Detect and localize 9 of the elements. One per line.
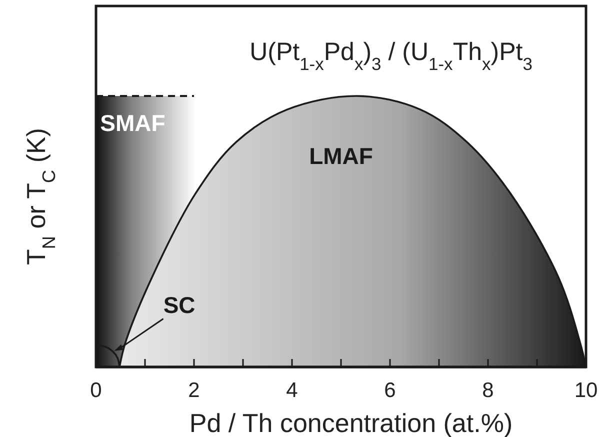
annotation: SC [163,292,196,318]
x-tick-label: 6 [384,379,396,402]
x-tick-label: 10 [574,379,598,402]
annotation: LMAF [309,142,373,169]
x-tick-label: 2 [188,379,200,402]
chart-title: U(Pt$_{1-x}$Pd$_{x}$)$_{3}$ / (U$_{1-x}$Th$_{x}$)Pt$_{3}$ [250,38,532,74]
x-tick-label: 0 [90,379,102,402]
x-tick-label: 8 [482,379,494,402]
x-tick-label: 4 [286,379,298,402]
